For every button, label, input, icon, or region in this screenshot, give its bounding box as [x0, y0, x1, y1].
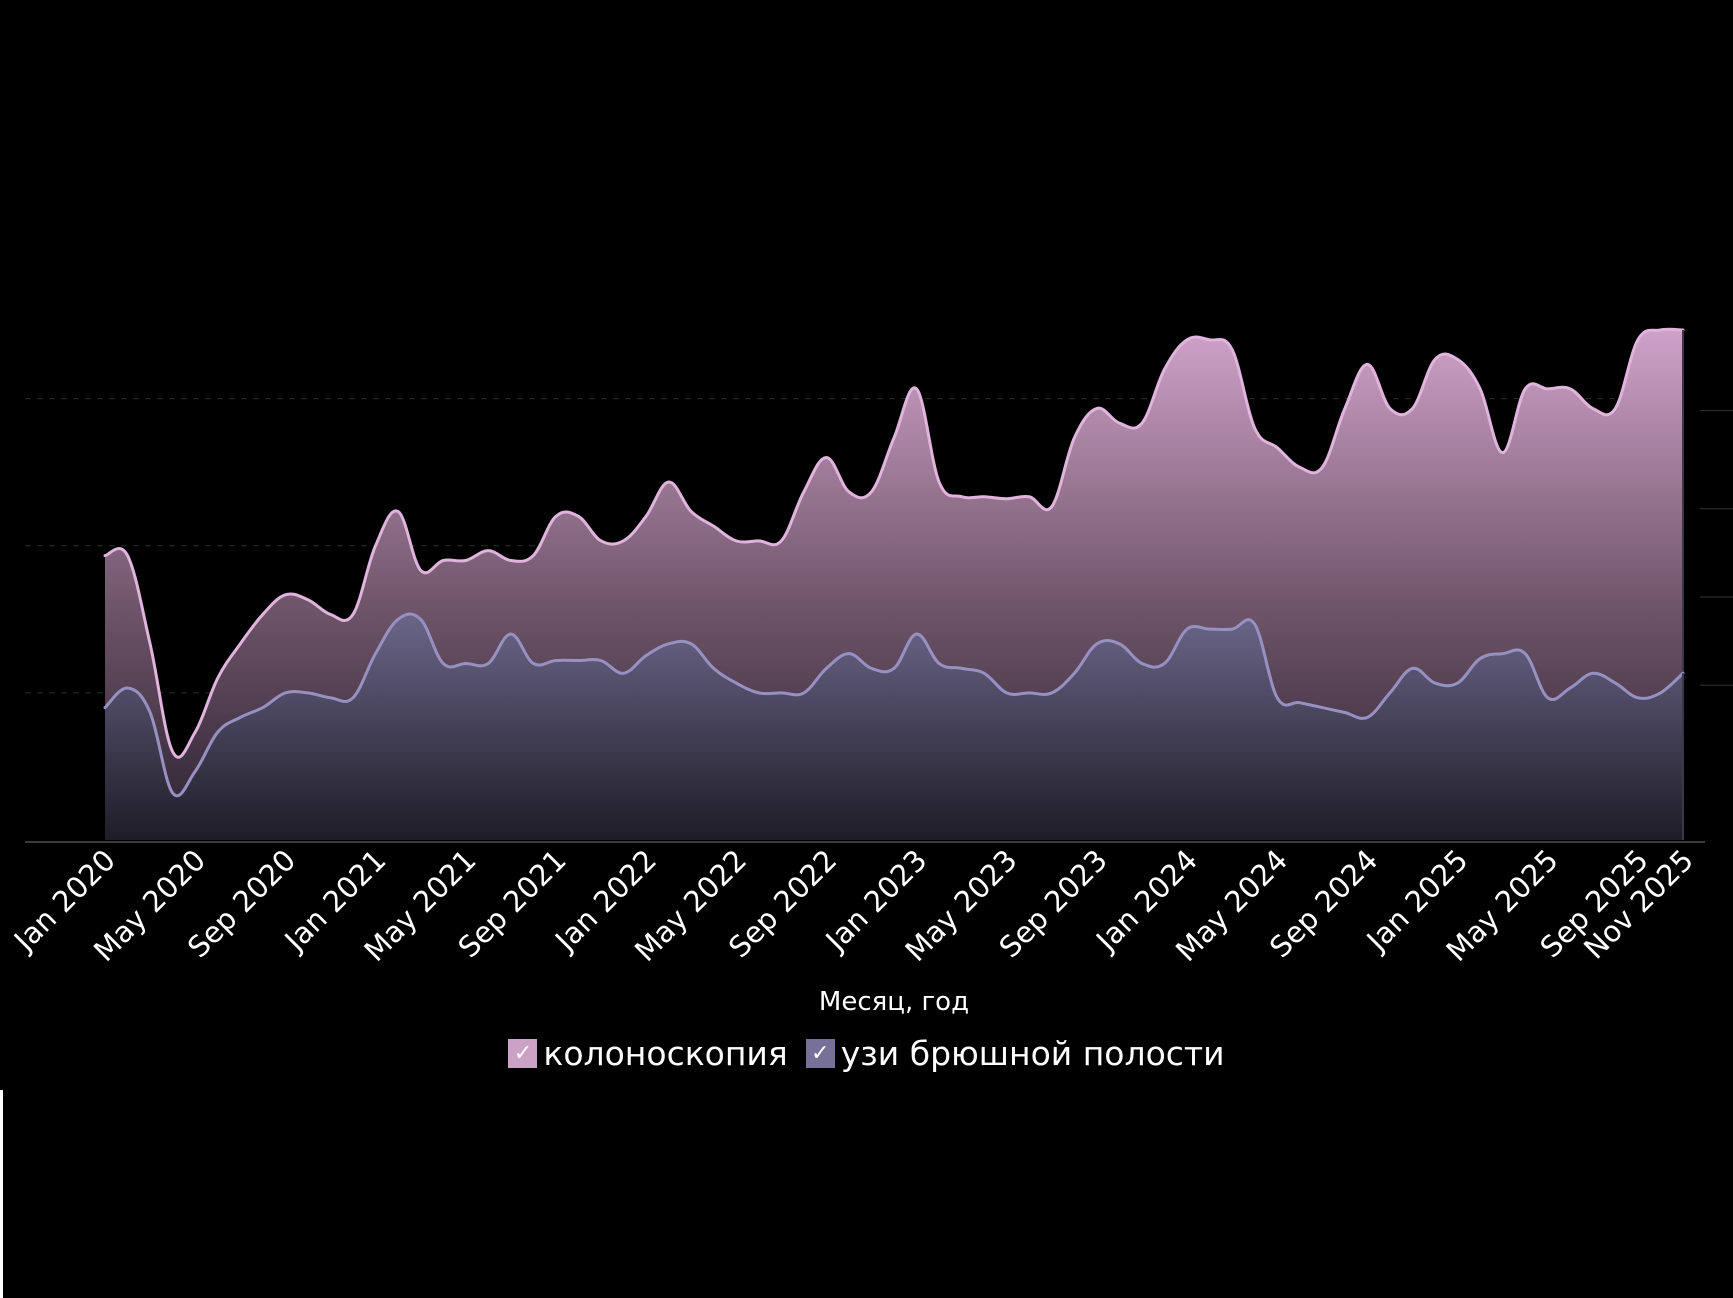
series-areas — [105, 329, 1683, 840]
legend-item-colonoscopy[interactable]: ✓ колоноскопия — [508, 1034, 788, 1073]
edge-divider — [0, 1090, 3, 1298]
check-icon[interactable]: ✓ — [805, 1039, 835, 1068]
x-axis-title: Месяц, год — [819, 987, 969, 1017]
series-abdominal-ultrasound-line — [103, 612, 1685, 798]
series-lines — [103, 327, 1685, 840]
series-colonoscopy-line — [103, 327, 1685, 759]
series-abdominal-ultrasound-area — [105, 614, 1683, 840]
legend: ✓ колоноскопия ✓ узи брюшной полости — [0, 1034, 1733, 1073]
legend-label-colonoscopy: колоноскопия — [543, 1034, 788, 1073]
legend-label-abdominal-ultrasound: узи брюшной полости — [840, 1034, 1225, 1073]
check-icon[interactable]: ✓ — [508, 1039, 538, 1068]
legend-item-abdominal-ultrasound[interactable]: ✓ узи брюшной полости — [805, 1034, 1225, 1073]
